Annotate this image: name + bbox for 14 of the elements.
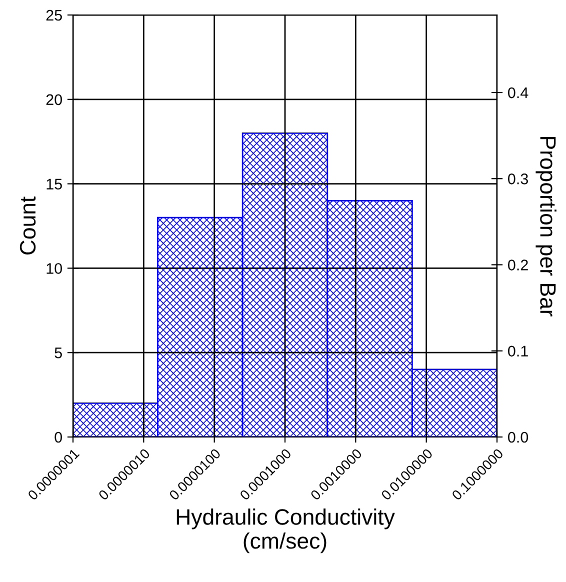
y-axis-title: Count	[20, 196, 36, 255]
y2-tick-label: 0.1	[508, 346, 528, 357]
y2-tick-label: 0.3	[508, 174, 528, 184]
y-tick-label: 5	[54, 348, 62, 358]
y-tick-label: 25	[46, 10, 62, 21]
y-tick-label: 10	[46, 263, 62, 274]
y-tick-label: 15	[46, 178, 62, 190]
y2-tick-label: 0.0	[508, 432, 528, 443]
y2-tick-label: 0.2	[508, 260, 528, 270]
x-axis-title: Hydraulic Conductivity (cm/sec)	[176, 508, 395, 554]
y-tick-label: 0	[54, 432, 62, 443]
y2-axis-title: Proportion per Bar	[536, 137, 556, 316]
y-tick-label: 20	[46, 94, 62, 106]
y2-tick-label: 0.4	[508, 87, 528, 98]
